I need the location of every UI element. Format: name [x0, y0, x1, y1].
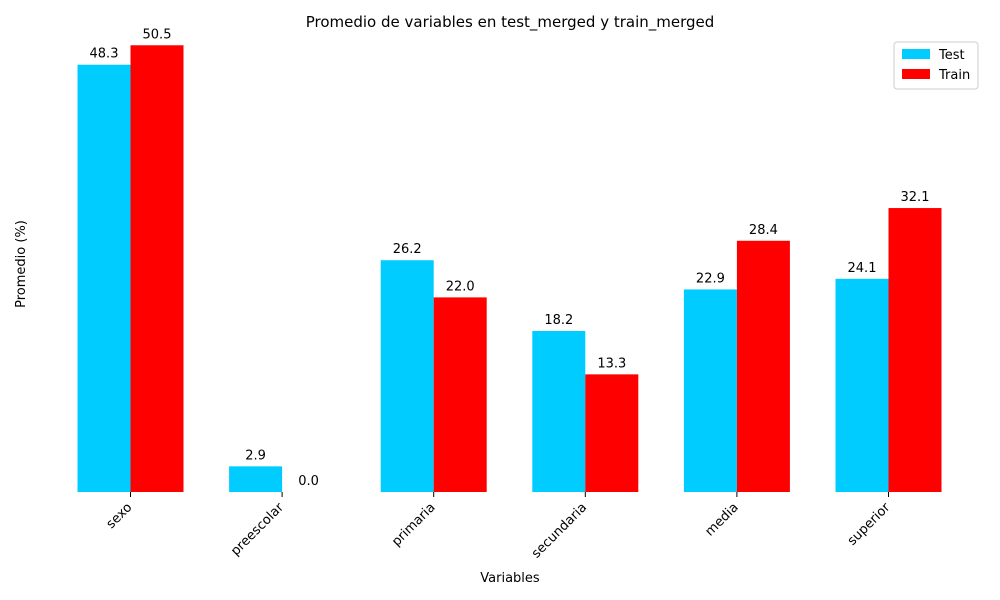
y-axis-label: Promedio (%) — [14, 220, 29, 308]
bar-train-superior — [888, 208, 942, 493]
data-label-train-superior: 32.1 — [901, 190, 930, 205]
bar-test-superior — [835, 278, 889, 492]
bar-train-primaria — [433, 297, 487, 492]
data-label-train-sexo: 50.5 — [143, 27, 172, 42]
bar-test-sexo — [77, 64, 131, 492]
x-tick-label-preescolar: preescolar — [228, 500, 287, 559]
data-label-train-media: 28.4 — [749, 223, 778, 238]
legend-label-train: Train — [938, 68, 970, 83]
data-label-train-secundaria: 13.3 — [597, 356, 626, 371]
data-labels-layer: 48.3 50.5 2.9 0.0 26.2 22.0 18.2 13.3 22.9 28.4 24… — [90, 27, 930, 489]
x-tick-label-sexo: sexo — [104, 500, 136, 532]
bar-train-sexo — [130, 45, 184, 493]
chart-title: Promedio de variables en test_merged y t… — [306, 13, 715, 32]
data-label-test-primaria: 26.2 — [393, 242, 422, 257]
bar-test-media — [683, 289, 737, 492]
data-label-test-preescolar: 2.9 — [245, 448, 266, 463]
bar-test-secundaria — [532, 331, 586, 492]
bar-test-primaria — [380, 260, 434, 492]
bars-layer — [77, 45, 942, 493]
x-tick-label-secundaria: secundaria — [529, 500, 590, 561]
data-label-test-media: 22.9 — [696, 271, 725, 286]
legend-label-test: Test — [938, 48, 965, 63]
bar-train-media — [736, 240, 790, 492]
data-label-train-preescolar: 0.0 — [298, 474, 319, 489]
data-label-train-primaria: 22.0 — [446, 279, 475, 294]
legend: Test Train — [893, 41, 979, 90]
data-label-test-secundaria: 18.2 — [544, 313, 573, 328]
x-axis-label: Variables — [480, 571, 540, 586]
x-tick-label-primaria: primaria — [389, 500, 438, 549]
data-label-test-superior: 24.1 — [848, 261, 877, 276]
x-ticks-layer: sexo preescolar primaria secundaria media sup… — [104, 492, 894, 561]
bar-test-preescolar — [229, 466, 283, 492]
legend-swatch-test — [902, 49, 930, 59]
bar-train-secundaria — [585, 374, 639, 492]
data-label-test-sexo: 48.3 — [90, 47, 119, 62]
legend-swatch-train — [902, 69, 930, 79]
x-tick-label-media: media — [702, 500, 741, 539]
x-tick-label-superior: superior — [845, 500, 894, 549]
